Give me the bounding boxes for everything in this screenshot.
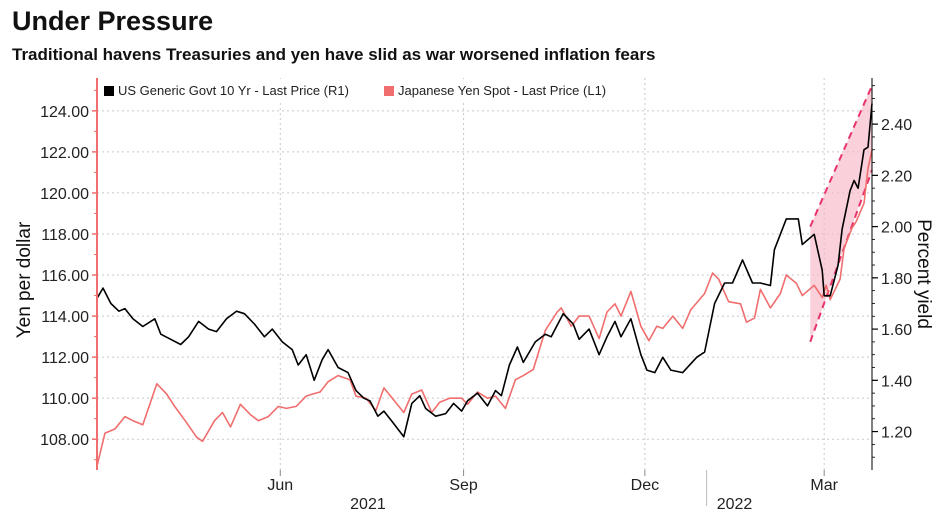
tick-label-left-3: 114.00 — [41, 309, 89, 326]
year-label-0: 2021 — [350, 496, 386, 512]
channel-upper-line — [809, 85, 873, 228]
channel-lower-line — [809, 169, 873, 343]
tick-label-x-2: Dec — [631, 477, 659, 494]
chart-subtitle: Traditional havens Treasuries and yen ha… — [12, 45, 656, 64]
tick-label-right-2: 1.60 — [881, 322, 912, 339]
tick-label-x-0: Jun — [267, 477, 293, 494]
tick-label-right-4: 2.00 — [881, 220, 912, 237]
legend-label-us10y: US Generic Govt 10 Yr - Last Price (R1) — [118, 83, 349, 98]
tick-label-left-8: 124.00 — [40, 104, 89, 121]
tick-label-left-2: 112.00 — [41, 350, 89, 367]
tick-label-x-1: Sep — [449, 477, 478, 494]
y-axis-title-left: Yen per dollar — [14, 221, 35, 338]
axes: 108.00 110.00 112.00 114.00 116.00 118.00 120.… — [40, 78, 912, 512]
channel-band — [810, 85, 872, 342]
series-lines — [96, 103, 873, 467]
legend: US Generic Govt 10 Yr - Last Price (R1) … — [98, 79, 642, 103]
tick-label-left-1: 110.00 — [41, 391, 89, 408]
tick-label-right-5: 2.20 — [881, 168, 912, 185]
legend-box — [98, 79, 642, 103]
tick-label-left-0: 108.00 — [40, 432, 89, 449]
tick-label-x-3: Mar — [810, 477, 838, 494]
tick-label-right-0: 1.20 — [881, 425, 912, 442]
tick-label-right-1: 1.40 — [881, 373, 912, 390]
tick-label-left-4: 116.00 — [41, 268, 89, 285]
y-axis-title-right: Percent yield — [913, 219, 934, 329]
tick-label-left-6: 120.00 — [40, 186, 89, 203]
tick-label-right-6: 2.40 — [881, 117, 912, 134]
tick-label-left-7: 122.00 — [40, 145, 89, 162]
tick-label-left-5: 118.00 — [41, 227, 89, 244]
grid-lines — [97, 78, 872, 470]
legend-swatch-us10y — [104, 86, 114, 96]
chart-title: Under Pressure — [12, 6, 214, 36]
legend-label-yen: Japanese Yen Spot - Last Price (L1) — [398, 83, 606, 98]
series-line-us10y — [96, 103, 873, 438]
year-label-1: 2022 — [717, 496, 753, 512]
legend-swatch-yen — [384, 86, 394, 96]
series-line-yen — [96, 149, 873, 467]
tick-label-right-3: 1.80 — [881, 271, 912, 288]
